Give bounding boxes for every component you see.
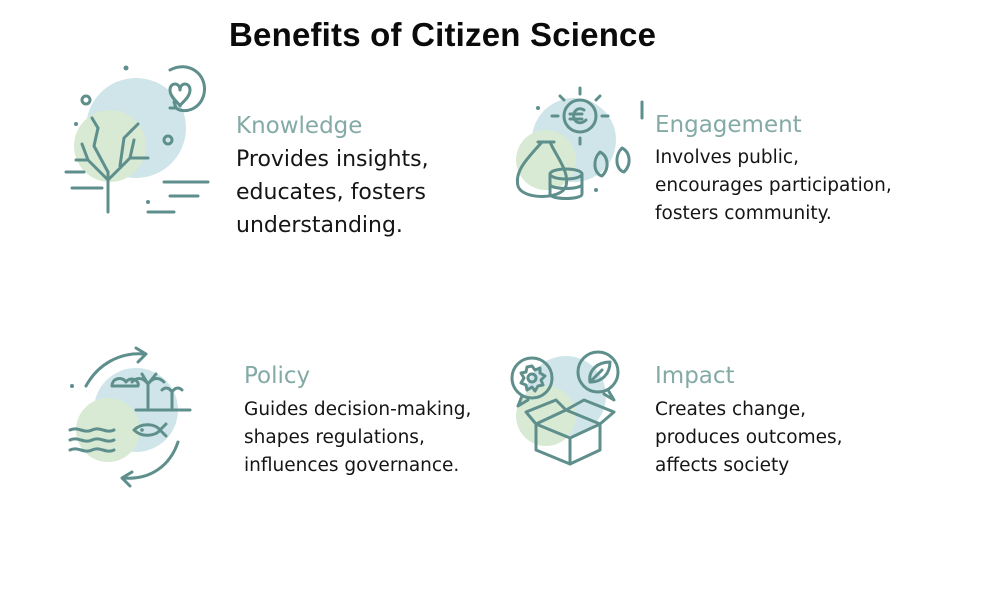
knowledge-heading: Knowledge	[236, 113, 363, 139]
policy-description: Guides decision-making, shapes regulatio…	[244, 399, 472, 476]
engagement-description: Involves public, encourages participatio…	[655, 147, 892, 224]
page-title: Benefits of Citizen Science	[229, 16, 657, 53]
engagement-heading: Engagement	[655, 112, 802, 138]
knowledge-description: Provides insights, educates, fosters und…	[236, 147, 429, 238]
open-box-icon	[506, 346, 636, 470]
impact-heading: Impact	[655, 363, 735, 389]
nature-cycle-icon	[62, 346, 202, 488]
money-growth-icon	[508, 82, 648, 210]
impact-description: Creates change, produces outcomes, affec…	[655, 399, 843, 476]
tree-heart-icon	[58, 60, 218, 220]
policy-heading: Policy	[244, 363, 311, 389]
